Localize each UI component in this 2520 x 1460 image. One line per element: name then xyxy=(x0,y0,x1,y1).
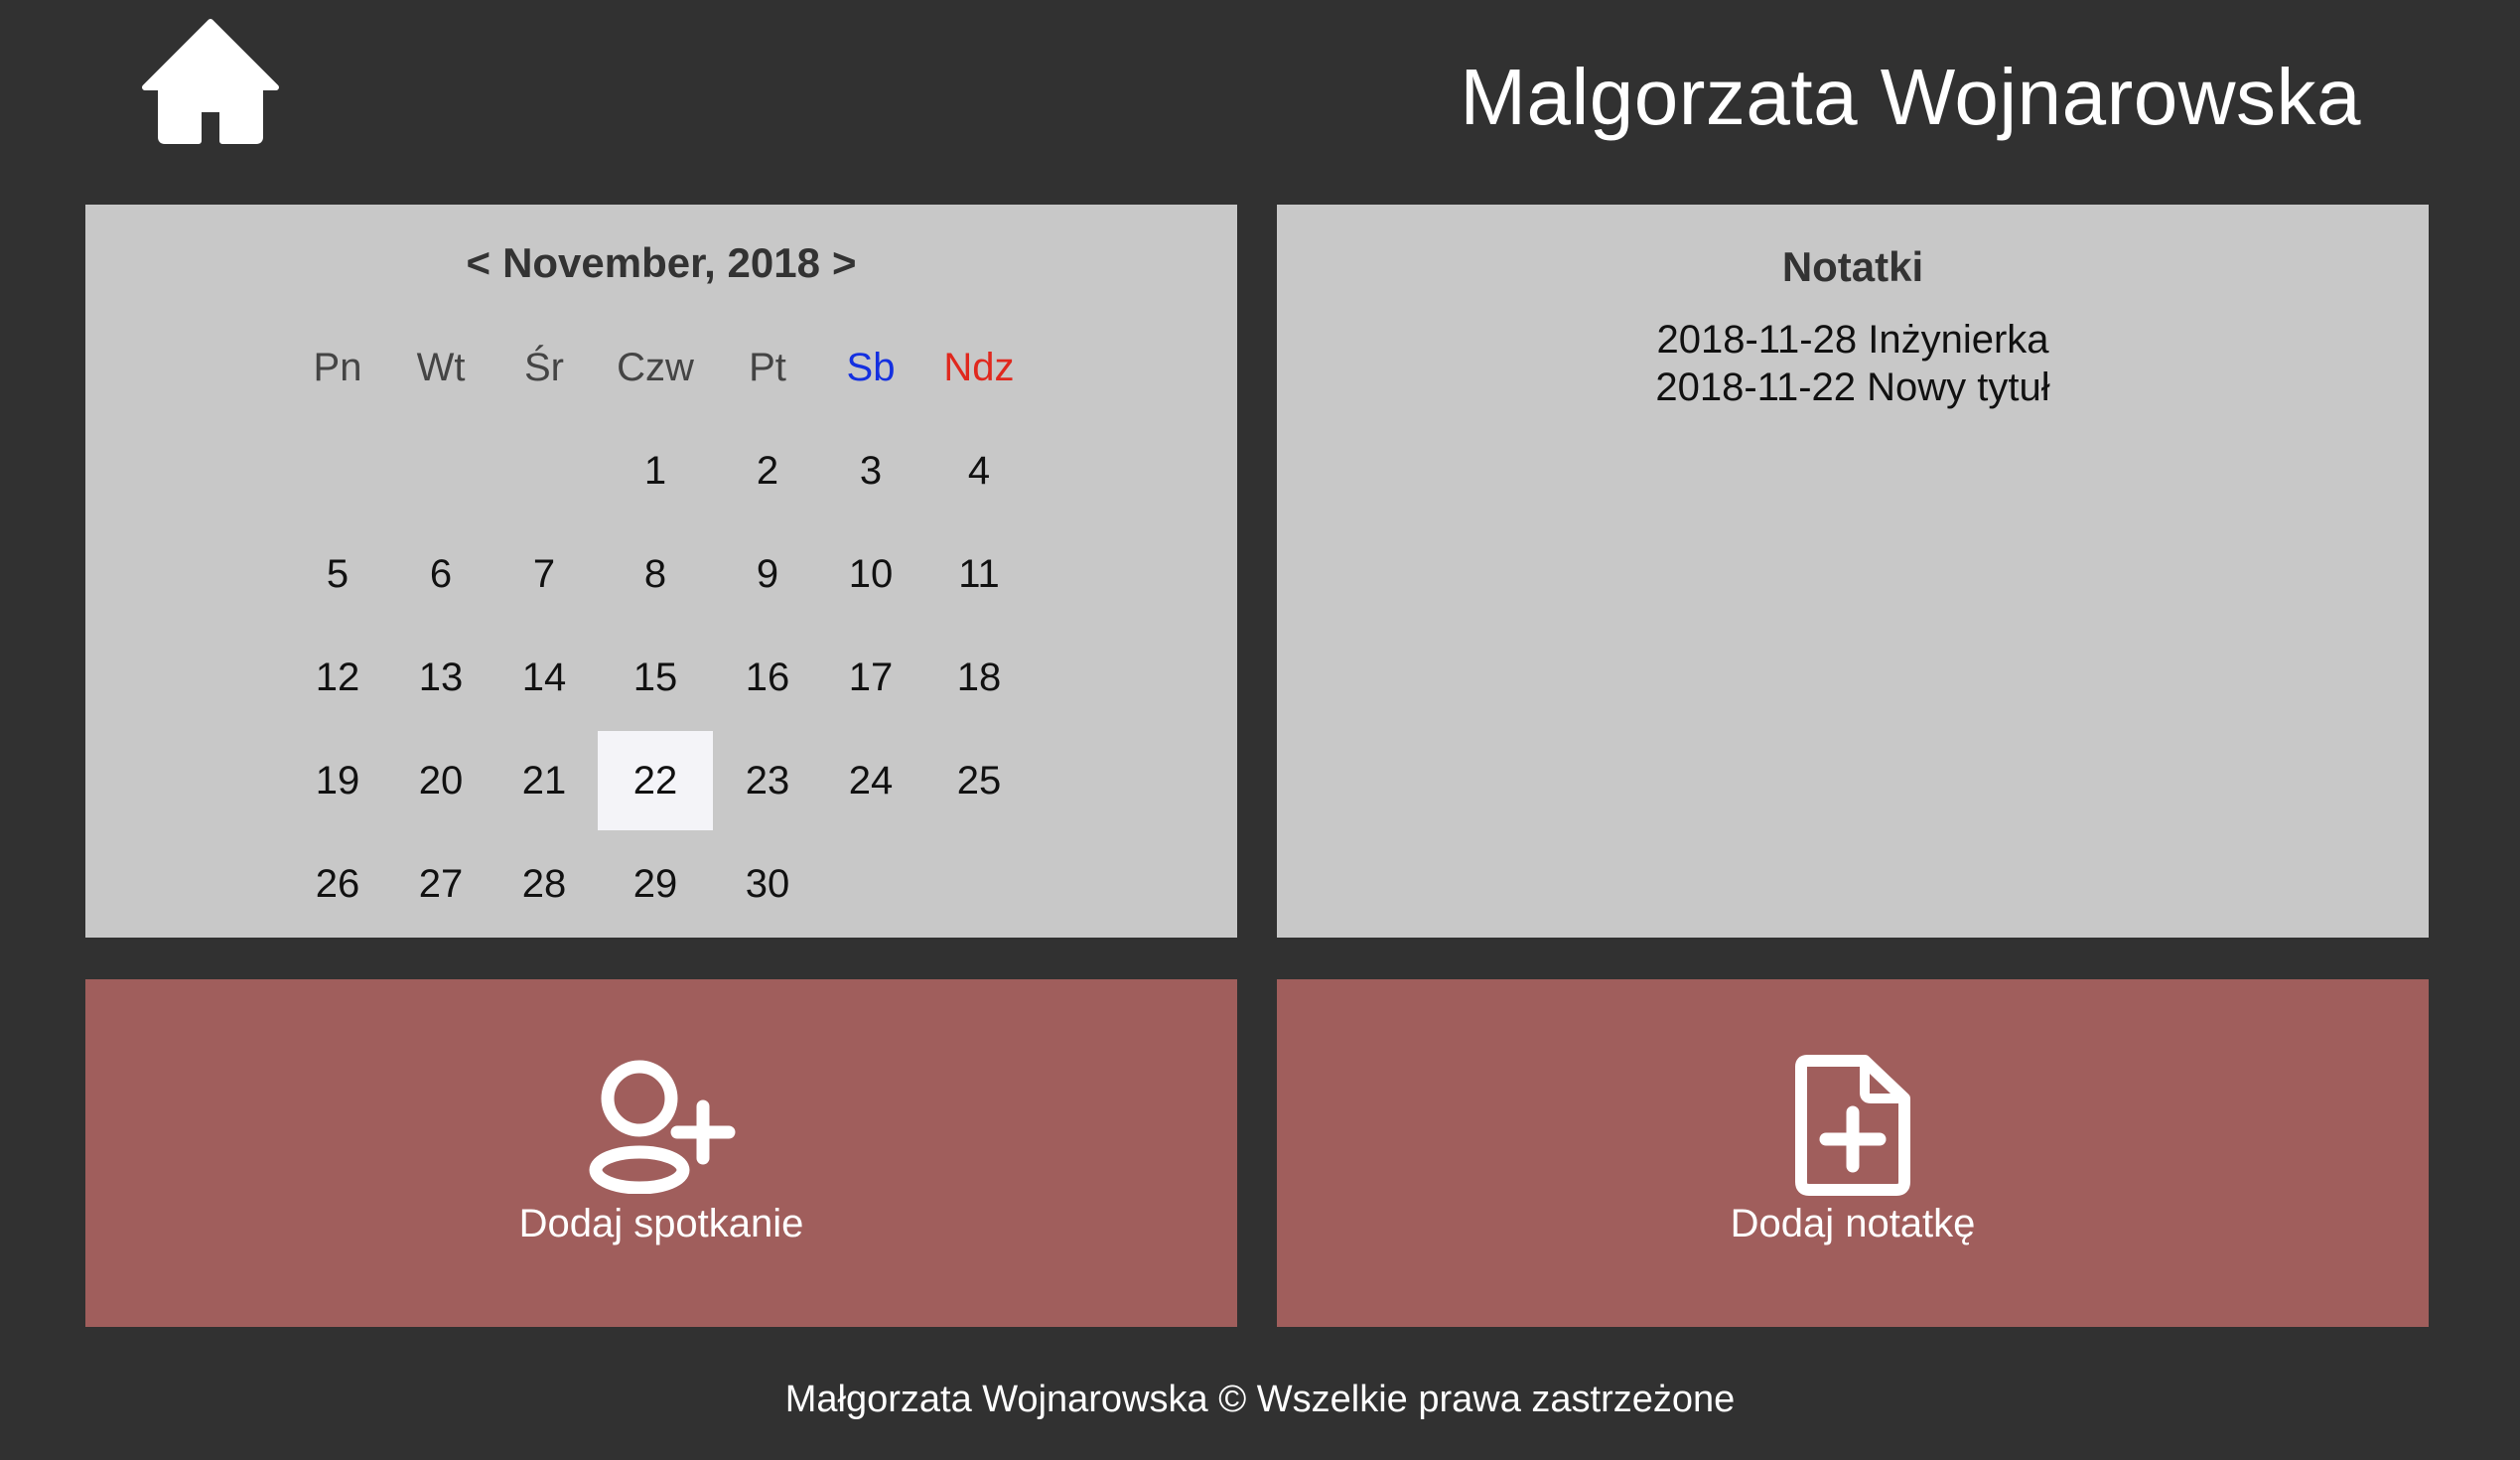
notes-panel xyxy=(1277,205,2429,938)
calendar-day[interactable]: 2 xyxy=(756,448,779,493)
calendar-day[interactable]: 8 xyxy=(643,551,667,596)
calendar-day[interactable]: 14 xyxy=(521,655,567,699)
add-note-label: Dodaj notatkę xyxy=(1730,1202,1976,1245)
calendar-day[interactable]: 21 xyxy=(521,758,567,803)
calendar-day[interactable]: 15 xyxy=(632,655,678,699)
note-item[interactable]: 2018-11-22 Nowy tytuł xyxy=(1655,365,2050,409)
weekday-header: Śr xyxy=(524,345,564,389)
footer-copyright: Małgorzata Wojnarowska © Wszelkie prawa … xyxy=(784,1379,1736,1420)
weekday-header: Wt xyxy=(416,345,466,389)
weekday-header: Sb xyxy=(846,345,896,389)
calendar-day[interactable]: 23 xyxy=(745,758,790,803)
weekday-header: Czw xyxy=(617,345,694,389)
weekday-header: Ndz xyxy=(943,345,1015,389)
next-month-button[interactable]: > xyxy=(831,239,857,286)
calendar-day[interactable]: 16 xyxy=(745,655,790,699)
add-user-icon xyxy=(589,1060,736,1194)
calendar-day[interactable]: 10 xyxy=(848,551,894,596)
calendar-day[interactable]: 3 xyxy=(859,448,883,493)
calendar-header: < November, 2018 > xyxy=(85,242,1237,284)
weekday-header: Pn xyxy=(313,345,362,389)
add-meeting-button[interactable]: Dodaj spotkanie xyxy=(85,979,1237,1327)
calendar-day[interactable]: 19 xyxy=(315,758,360,803)
add-file-icon xyxy=(1795,1055,1910,1196)
calendar-day[interactable]: 27 xyxy=(418,861,464,906)
calendar-day[interactable]: 1 xyxy=(643,448,667,493)
notes-list: 2018-11-28 Inżynierka 2018-11-22 Nowy ty… xyxy=(1277,316,2429,411)
home-icon xyxy=(142,19,279,144)
calendar-day[interactable]: 9 xyxy=(756,551,779,596)
calendar-day[interactable]: 17 xyxy=(848,655,894,699)
add-meeting-label: Dodaj spotkanie xyxy=(518,1202,804,1245)
calendar-day[interactable]: 24 xyxy=(848,758,894,803)
weekday-header: Pt xyxy=(749,345,786,389)
calendar-day[interactable]: 6 xyxy=(429,551,453,596)
calendar-day[interactable]: 30 xyxy=(745,861,790,906)
prev-month-button[interactable]: < xyxy=(466,239,491,286)
add-note-button[interactable]: Dodaj notatkę xyxy=(1277,979,2429,1327)
calendar-day[interactable]: 18 xyxy=(956,655,1002,699)
calendar-day[interactable]: 29 xyxy=(632,861,678,906)
notes-title: Notatki xyxy=(1781,243,1924,290)
user-name: Malgorzata Wojnarowska xyxy=(1460,53,2361,141)
calendar-day[interactable]: 7 xyxy=(532,551,556,596)
calendar-day[interactable]: 4 xyxy=(967,448,991,493)
calendar-day[interactable]: 11 xyxy=(958,551,1000,596)
calendar-day[interactable]: 13 xyxy=(418,655,464,699)
calendar-day[interactable]: 12 xyxy=(315,655,360,699)
home-button[interactable] xyxy=(141,18,280,145)
calendar-day-today[interactable]: 22 xyxy=(598,731,713,830)
calendar-day[interactable]: 25 xyxy=(956,758,1002,803)
calendar-day[interactable]: 26 xyxy=(315,861,360,906)
calendar-month-label: November, 2018 xyxy=(502,239,820,286)
calendar-day[interactable]: 5 xyxy=(326,551,350,596)
calendar-day[interactable]: 20 xyxy=(418,758,464,803)
note-item[interactable]: 2018-11-28 Inżynierka xyxy=(1656,318,2049,362)
calendar-day[interactable]: 28 xyxy=(521,861,567,906)
